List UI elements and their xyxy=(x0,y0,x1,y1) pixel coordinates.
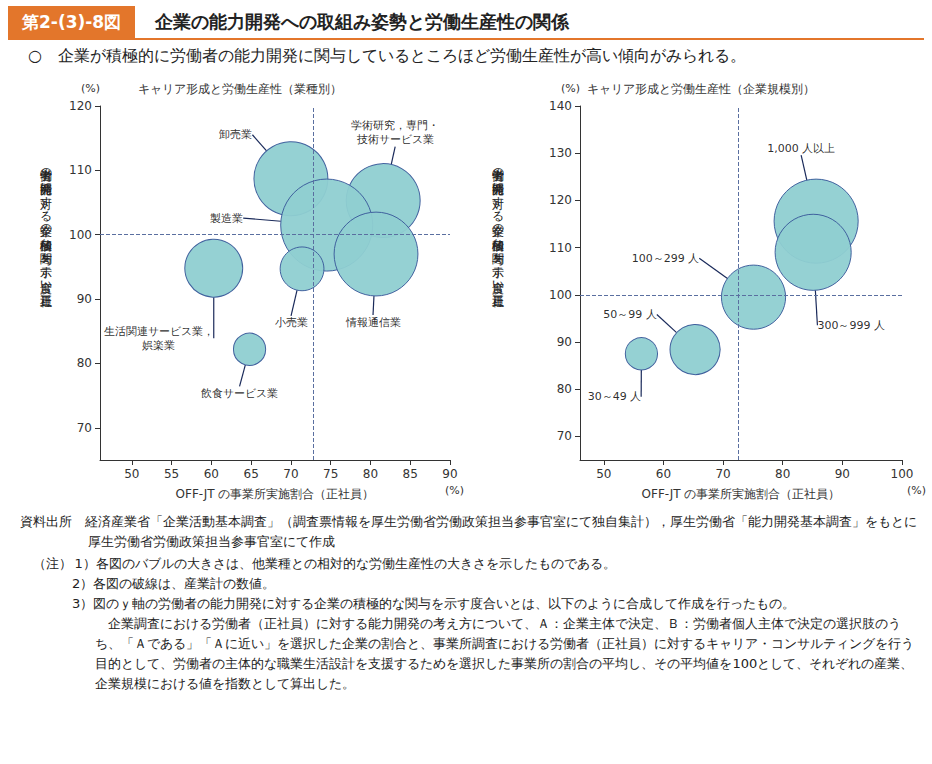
svg-text:75: 75 xyxy=(323,467,338,481)
html-text:労働者の能力開発に対する企業の積極的な関与を示す度合い（正社: 労働者の能力開発に対する企業の積極的な関与を示す度合い（正社員） xyxy=(491,160,505,286)
svg-text:生活関連サービス業，: 生活関連サービス業， xyxy=(104,325,214,338)
html-text:企業の能力開発への取組み姿勢と労働生産性の関係: 企業の能力開発への取組み姿勢と労働生産性の関係 xyxy=(155,11,570,32)
svg-text:90: 90 xyxy=(77,292,92,306)
svg-text:学術研究，専門・: 学術研究，専門・ xyxy=(351,119,439,132)
svg-text:1,000 人以上: 1,000 人以上 xyxy=(767,142,835,155)
svg-text:(%): (%) xyxy=(907,484,926,497)
svg-text:50: 50 xyxy=(124,467,139,481)
svg-text:90: 90 xyxy=(442,467,457,481)
svg-text:65: 65 xyxy=(243,467,258,481)
svg-text:娯楽業: 娯楽業 xyxy=(142,339,175,352)
svg-text:110: 110 xyxy=(549,241,572,255)
svg-text:キャリア形成と労働生産性（業種別）: キャリア形成と労働生産性（業種別） xyxy=(138,82,342,96)
svg-text:飲食サービス業: 飲食サービス業 xyxy=(201,387,278,400)
svg-text:(%): (%) xyxy=(445,484,464,497)
svg-text:85: 85 xyxy=(403,467,418,481)
svg-text:120: 120 xyxy=(549,193,572,207)
html-text:第2-(3)-8図: 第2-(3)-8図 xyxy=(22,11,122,32)
html-text:3）図のｙ軸の労働者の能力開発に対する企業の積極的な関与を示: 3）図のｙ軸の労働者の能力開発に対する企業の積極的な関与を示す度合いとは、以下の… xyxy=(72,596,796,611)
svg-text:キャリア形成と労働生産性（企業規模別）: キャリア形成と労働生産性（企業規模別） xyxy=(587,82,815,96)
svg-text:70: 70 xyxy=(715,467,730,481)
html-text:2）各図の破線は、産業計の数値。: 2）各図の破線は、産業計の数値。 xyxy=(72,576,276,591)
svg-text:情報通信業: 情報通信業 xyxy=(345,316,401,329)
svg-text:140: 140 xyxy=(549,99,572,113)
svg-text:卸売業: 卸売業 xyxy=(219,128,252,141)
svg-text:100: 100 xyxy=(69,228,92,242)
svg-text:(%): (%) xyxy=(561,82,580,95)
svg-text:OFF-JT の事業所実施割合（正社員）: OFF-JT の事業所実施割合（正社員） xyxy=(642,487,841,501)
html-text:資料出所 経済産業省「企業活動基本調査」（調査票情報を厚生労: 資料出所 経済産業省「企業活動基本調査」（調査票情報を厚生労働省労働政策担当参事… xyxy=(20,514,917,549)
svg-text:110: 110 xyxy=(69,163,92,177)
svg-text:(%): (%) xyxy=(81,82,100,95)
svg-text:80: 80 xyxy=(557,382,572,396)
svg-text:30～49 人: 30～49 人 xyxy=(588,390,642,403)
svg-text:80: 80 xyxy=(775,467,790,481)
svg-text:製造業: 製造業 xyxy=(210,212,243,225)
svg-text:70: 70 xyxy=(77,421,92,435)
svg-text:90: 90 xyxy=(835,467,850,481)
svg-text:技術サービス業: 技術サービス業 xyxy=(356,133,434,146)
svg-text:300～999 人: 300～999 人 xyxy=(817,319,885,332)
svg-text:100: 100 xyxy=(549,288,572,302)
html-text:労働者の能力開発に対する企業の積極的な関与を示す度合い（正社: 労働者の能力開発に対する企業の積極的な関与を示す度合い（正社員） xyxy=(39,160,53,286)
svg-text:130: 130 xyxy=(549,146,572,160)
svg-text:55: 55 xyxy=(164,467,179,481)
html-text:（注） 1）各図のバブルの大きさは、他業種との相対的な労働生: （注） 1）各図のバブルの大きさは、他業種との相対的な労働生産性の大きさを示した… xyxy=(33,556,616,571)
svg-text:50～99 人: 50～99 人 xyxy=(603,308,657,321)
svg-text:80: 80 xyxy=(363,467,378,481)
svg-text:120: 120 xyxy=(69,99,92,113)
svg-text:小売業: 小売業 xyxy=(275,316,308,329)
html-text:企業調査における労働者（正社員）に対する能力開発の考え方につ: 企業調査における労働者（正社員）に対する能力開発の考え方について、Ａ：企業主体で… xyxy=(95,616,915,691)
svg-text:70: 70 xyxy=(283,467,298,481)
svg-text:100: 100 xyxy=(891,467,914,481)
svg-text:90: 90 xyxy=(557,335,572,349)
svg-text:100～299 人: 100～299 人 xyxy=(632,252,700,265)
svg-text:80: 80 xyxy=(77,356,92,370)
svg-text:70: 70 xyxy=(557,429,572,443)
svg-text:OFF-JT の事業所実施割合（正社員）: OFF-JT の事業所実施割合（正社員） xyxy=(176,487,375,501)
svg-text:60: 60 xyxy=(656,467,671,481)
svg-text:50: 50 xyxy=(596,467,611,481)
html-text:○ 企業が積極的に労働者の能力開発に関与しているところほど労: ○ 企業が積極的に労働者の能力開発に関与しているところほど労働生産性が高い傾向が… xyxy=(28,46,746,65)
svg-text:60: 60 xyxy=(204,467,219,481)
